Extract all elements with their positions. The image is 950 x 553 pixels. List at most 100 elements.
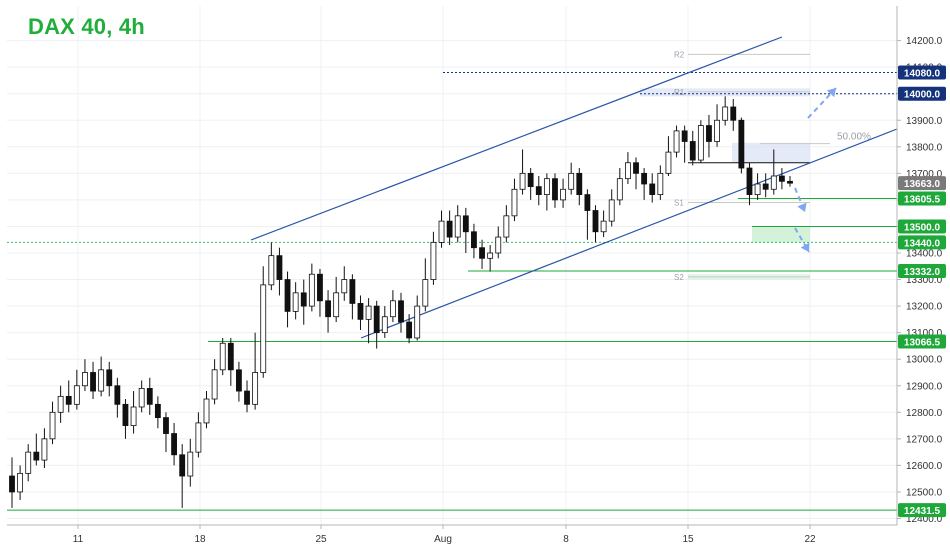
candle-body — [414, 305, 421, 339]
resistance-zone-50pct — [732, 142, 810, 163]
price-badges: 14080.0 14000.0 13663.0 13605.5 13500.0 13440… — [898, 65, 946, 517]
candle — [552, 173, 558, 208]
candle-body — [349, 279, 356, 304]
candle-body — [284, 279, 291, 312]
candle — [487, 245, 494, 272]
price-badge: 14080.0 — [898, 65, 946, 80]
channel-lines — [250, 36, 898, 339]
candle-body — [519, 172, 526, 190]
candle — [114, 377, 121, 418]
candle — [325, 290, 331, 333]
price-badge-label: 13440.0 — [904, 238, 941, 249]
x-tick-label: 22 — [804, 534, 816, 545]
candle — [227, 337, 234, 386]
candle-body — [203, 398, 210, 424]
candle-body — [633, 162, 639, 174]
y-tick-label: 13000.0 — [906, 355, 943, 366]
candle-body — [762, 183, 769, 190]
candle — [471, 223, 477, 259]
candle — [17, 465, 24, 500]
candle — [722, 96, 729, 126]
candle-body — [381, 316, 388, 334]
pivot-label: S1 — [674, 199, 684, 208]
candle-body — [211, 369, 218, 400]
candle-body — [462, 215, 469, 233]
candle-body — [163, 417, 169, 434]
price-badge: 13500.0 — [898, 219, 946, 234]
candle — [527, 168, 534, 200]
candle — [422, 258, 429, 312]
price-badge: 12431.5 — [898, 503, 946, 517]
candle — [535, 176, 542, 206]
candle-body — [438, 220, 445, 243]
candle-body — [495, 236, 502, 254]
candle — [333, 276, 340, 323]
fib-label: 50.00% — [837, 132, 871, 143]
candle-body — [697, 125, 704, 161]
y-tick-label: 12400.0 — [906, 514, 943, 525]
candle — [738, 117, 745, 174]
price-badge-label: 13066.5 — [904, 338, 941, 349]
candle — [568, 162, 575, 195]
price-badge-bg — [898, 191, 946, 206]
candle-body — [82, 372, 88, 387]
candle — [398, 292, 404, 333]
candle — [697, 120, 704, 163]
candle-body — [292, 292, 299, 312]
candle — [714, 104, 720, 147]
candle-body — [333, 292, 340, 318]
candle-body — [535, 186, 542, 195]
candle-body — [244, 390, 250, 405]
price-badge-label: 12431.5 — [904, 506, 941, 517]
candle-body — [373, 305, 380, 334]
price-badge: 13663.0 — [898, 176, 946, 191]
pivot-label: R2 — [674, 50, 685, 59]
candle — [746, 162, 753, 206]
candle-body — [187, 451, 194, 477]
candle-body — [487, 252, 494, 259]
candle-body — [787, 180, 793, 184]
price-badge-label: 13332.0 — [904, 267, 941, 278]
candle — [154, 396, 161, 429]
candle — [479, 239, 485, 269]
y-tick-label: 14200.0 — [906, 36, 943, 47]
candle — [163, 412, 169, 453]
candle — [665, 136, 672, 177]
candle — [754, 173, 761, 200]
candle-body — [73, 385, 80, 405]
candle-body — [341, 279, 348, 294]
level-lines: R2 R1 S1 S2 50.00% — [7, 50, 897, 511]
x-tick-label: 18 — [194, 534, 206, 545]
candle — [770, 149, 777, 195]
x-tick-label: Aug — [434, 534, 452, 545]
candle-body — [560, 188, 566, 201]
candle-body — [308, 273, 315, 307]
candle-body — [41, 438, 48, 461]
candle-body — [300, 292, 307, 307]
price-badge-bg — [898, 334, 946, 349]
price-badge: 13066.5 — [898, 334, 946, 349]
candle — [365, 298, 372, 344]
candle — [560, 178, 566, 208]
candle-body — [130, 406, 137, 426]
candle-body — [430, 241, 437, 280]
candle-body — [770, 175, 777, 190]
candle — [689, 130, 696, 166]
candle-body — [138, 388, 145, 408]
candle-body — [746, 167, 753, 195]
candle — [616, 168, 623, 206]
candle — [187, 438, 194, 487]
candle — [179, 444, 186, 508]
candle-body — [454, 215, 461, 238]
y-tick-label: 13300.0 — [906, 275, 943, 286]
x-tick-label: 25 — [315, 534, 327, 545]
candle-body — [179, 454, 186, 477]
price-badge-bg — [898, 86, 946, 101]
price-badge: 13332.0 — [898, 264, 946, 279]
candle — [778, 168, 785, 190]
candle — [503, 205, 510, 243]
candle-body — [608, 199, 615, 222]
candle — [649, 173, 656, 203]
candle — [236, 361, 242, 402]
